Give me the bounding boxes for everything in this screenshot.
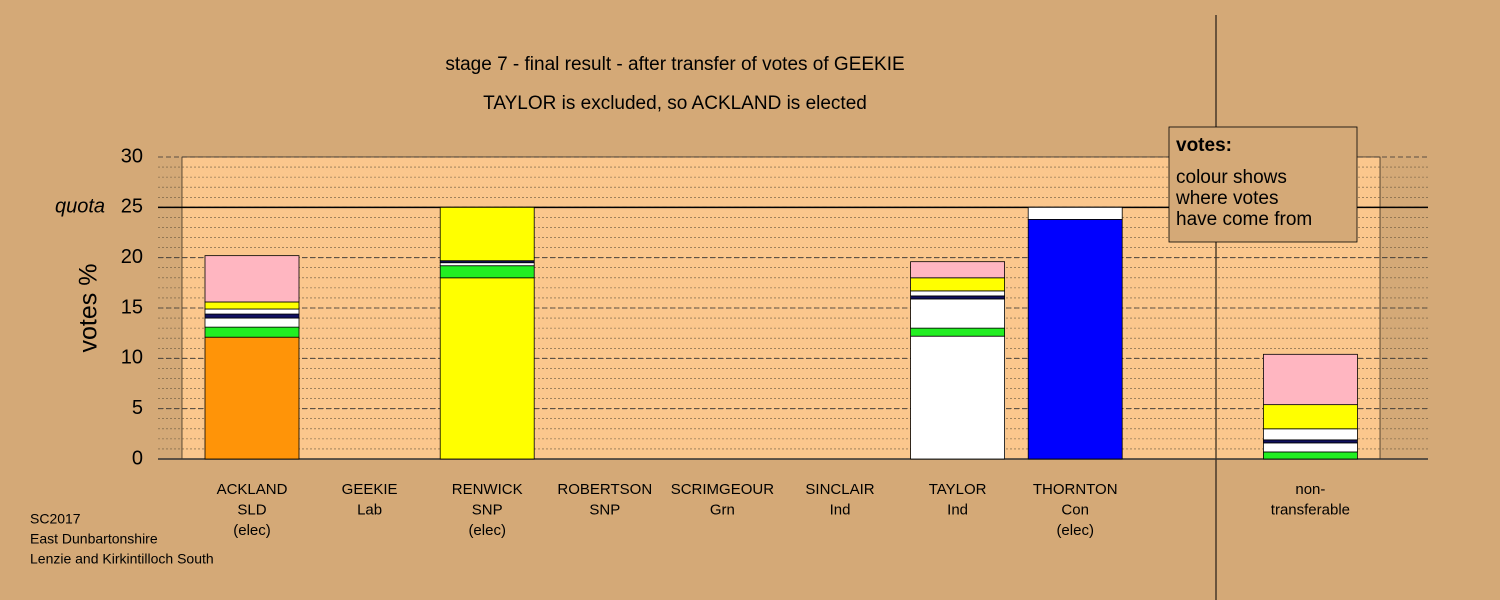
bar-segment xyxy=(1263,404,1358,430)
bar-segment xyxy=(439,206,535,262)
bar-segment xyxy=(1027,219,1123,460)
x-tick-label: ROBERTSON xyxy=(557,481,652,498)
x-tick-label: RENWICK xyxy=(452,481,523,498)
x-tick-label: Grn xyxy=(710,501,735,518)
x-tick-label: ACKLAND xyxy=(217,481,288,498)
y-tick-label: 0 xyxy=(132,447,143,469)
bar-segment xyxy=(910,335,1005,460)
x-tick-label: Con xyxy=(1061,501,1089,518)
x-tick-label: Lab xyxy=(357,501,382,518)
x-tick-label: (elec) xyxy=(1056,522,1094,539)
x-tick-label: SINCLAIR xyxy=(805,481,874,498)
legend-text: where votes xyxy=(1175,188,1278,209)
footer: SC2017 xyxy=(30,511,81,527)
bar-segment xyxy=(204,255,300,303)
bar-segment xyxy=(439,265,535,279)
x-tick-label: (elec) xyxy=(233,522,271,539)
x-tick-label: SLD xyxy=(237,501,266,518)
footer: Lenzie and Kirkintilloch South xyxy=(30,551,214,567)
x-tick-label: THORNTON xyxy=(1033,481,1118,498)
bar-segment xyxy=(910,277,1005,292)
chart-title: stage 7 - final result - after transfer … xyxy=(445,54,904,75)
x-tick-label: non- xyxy=(1295,481,1325,498)
bar-segment xyxy=(910,290,1005,297)
bar-segment xyxy=(1027,206,1123,220)
bar-segment xyxy=(204,336,300,460)
y-tick-label: 25 xyxy=(121,196,143,218)
bar-segment xyxy=(1263,439,1358,444)
bar-segment xyxy=(910,327,1005,337)
x-tick-label: Ind xyxy=(947,501,968,518)
chart-subtitle: TAYLOR is excluded, so ACKLAND is electe… xyxy=(483,93,867,114)
quota-label: quota xyxy=(55,196,105,218)
bar-segment xyxy=(204,301,300,310)
bar-segment xyxy=(910,261,1005,279)
x-tick-label: TAYLOR xyxy=(929,481,987,498)
y-tick-label: 5 xyxy=(132,397,143,419)
footer: East Dunbartonshire xyxy=(30,531,158,547)
bar-segment xyxy=(439,277,535,460)
bar-segment xyxy=(910,298,1005,329)
x-tick-label: SNP xyxy=(472,501,503,518)
y-tick-label: 30 xyxy=(121,145,143,167)
bars: ACKLAND SLD (elec) GEEKIE Lab RENWICK SNP (elec… xyxy=(204,206,1358,539)
bar-segment xyxy=(1263,428,1358,441)
x-tick-label: transferable xyxy=(1271,501,1350,518)
legend-text: have come from xyxy=(1176,209,1312,230)
legend-box xyxy=(1168,126,1358,243)
x-tick-label: (elec) xyxy=(468,522,506,539)
bar-segment xyxy=(439,262,535,267)
bar-segment xyxy=(910,295,1005,300)
y-tick-label: 10 xyxy=(121,347,143,369)
bar-segment xyxy=(1263,451,1358,460)
y-tick-label: 20 xyxy=(121,246,143,268)
x-tick-label: Ind xyxy=(830,501,851,518)
bar-segment xyxy=(1263,353,1358,406)
grid: 0 5 10 15 20 25 30 quota xyxy=(55,145,1428,469)
x-tick-label: GEEKIE xyxy=(342,481,398,498)
bar-segment xyxy=(204,326,300,338)
bar-segment xyxy=(204,313,300,319)
bar-segment xyxy=(1263,442,1358,453)
x-tick-label: SCRIMGEOUR xyxy=(671,481,775,498)
y-tick-label: 15 xyxy=(121,296,143,318)
legend-title: votes: xyxy=(1176,135,1232,156)
legend-text: colour shows xyxy=(1176,167,1287,188)
bar-segment xyxy=(204,317,300,328)
bar-segment xyxy=(204,308,300,315)
x-tick-label: SNP xyxy=(589,501,620,518)
y-axis-label: votes % xyxy=(75,264,103,353)
